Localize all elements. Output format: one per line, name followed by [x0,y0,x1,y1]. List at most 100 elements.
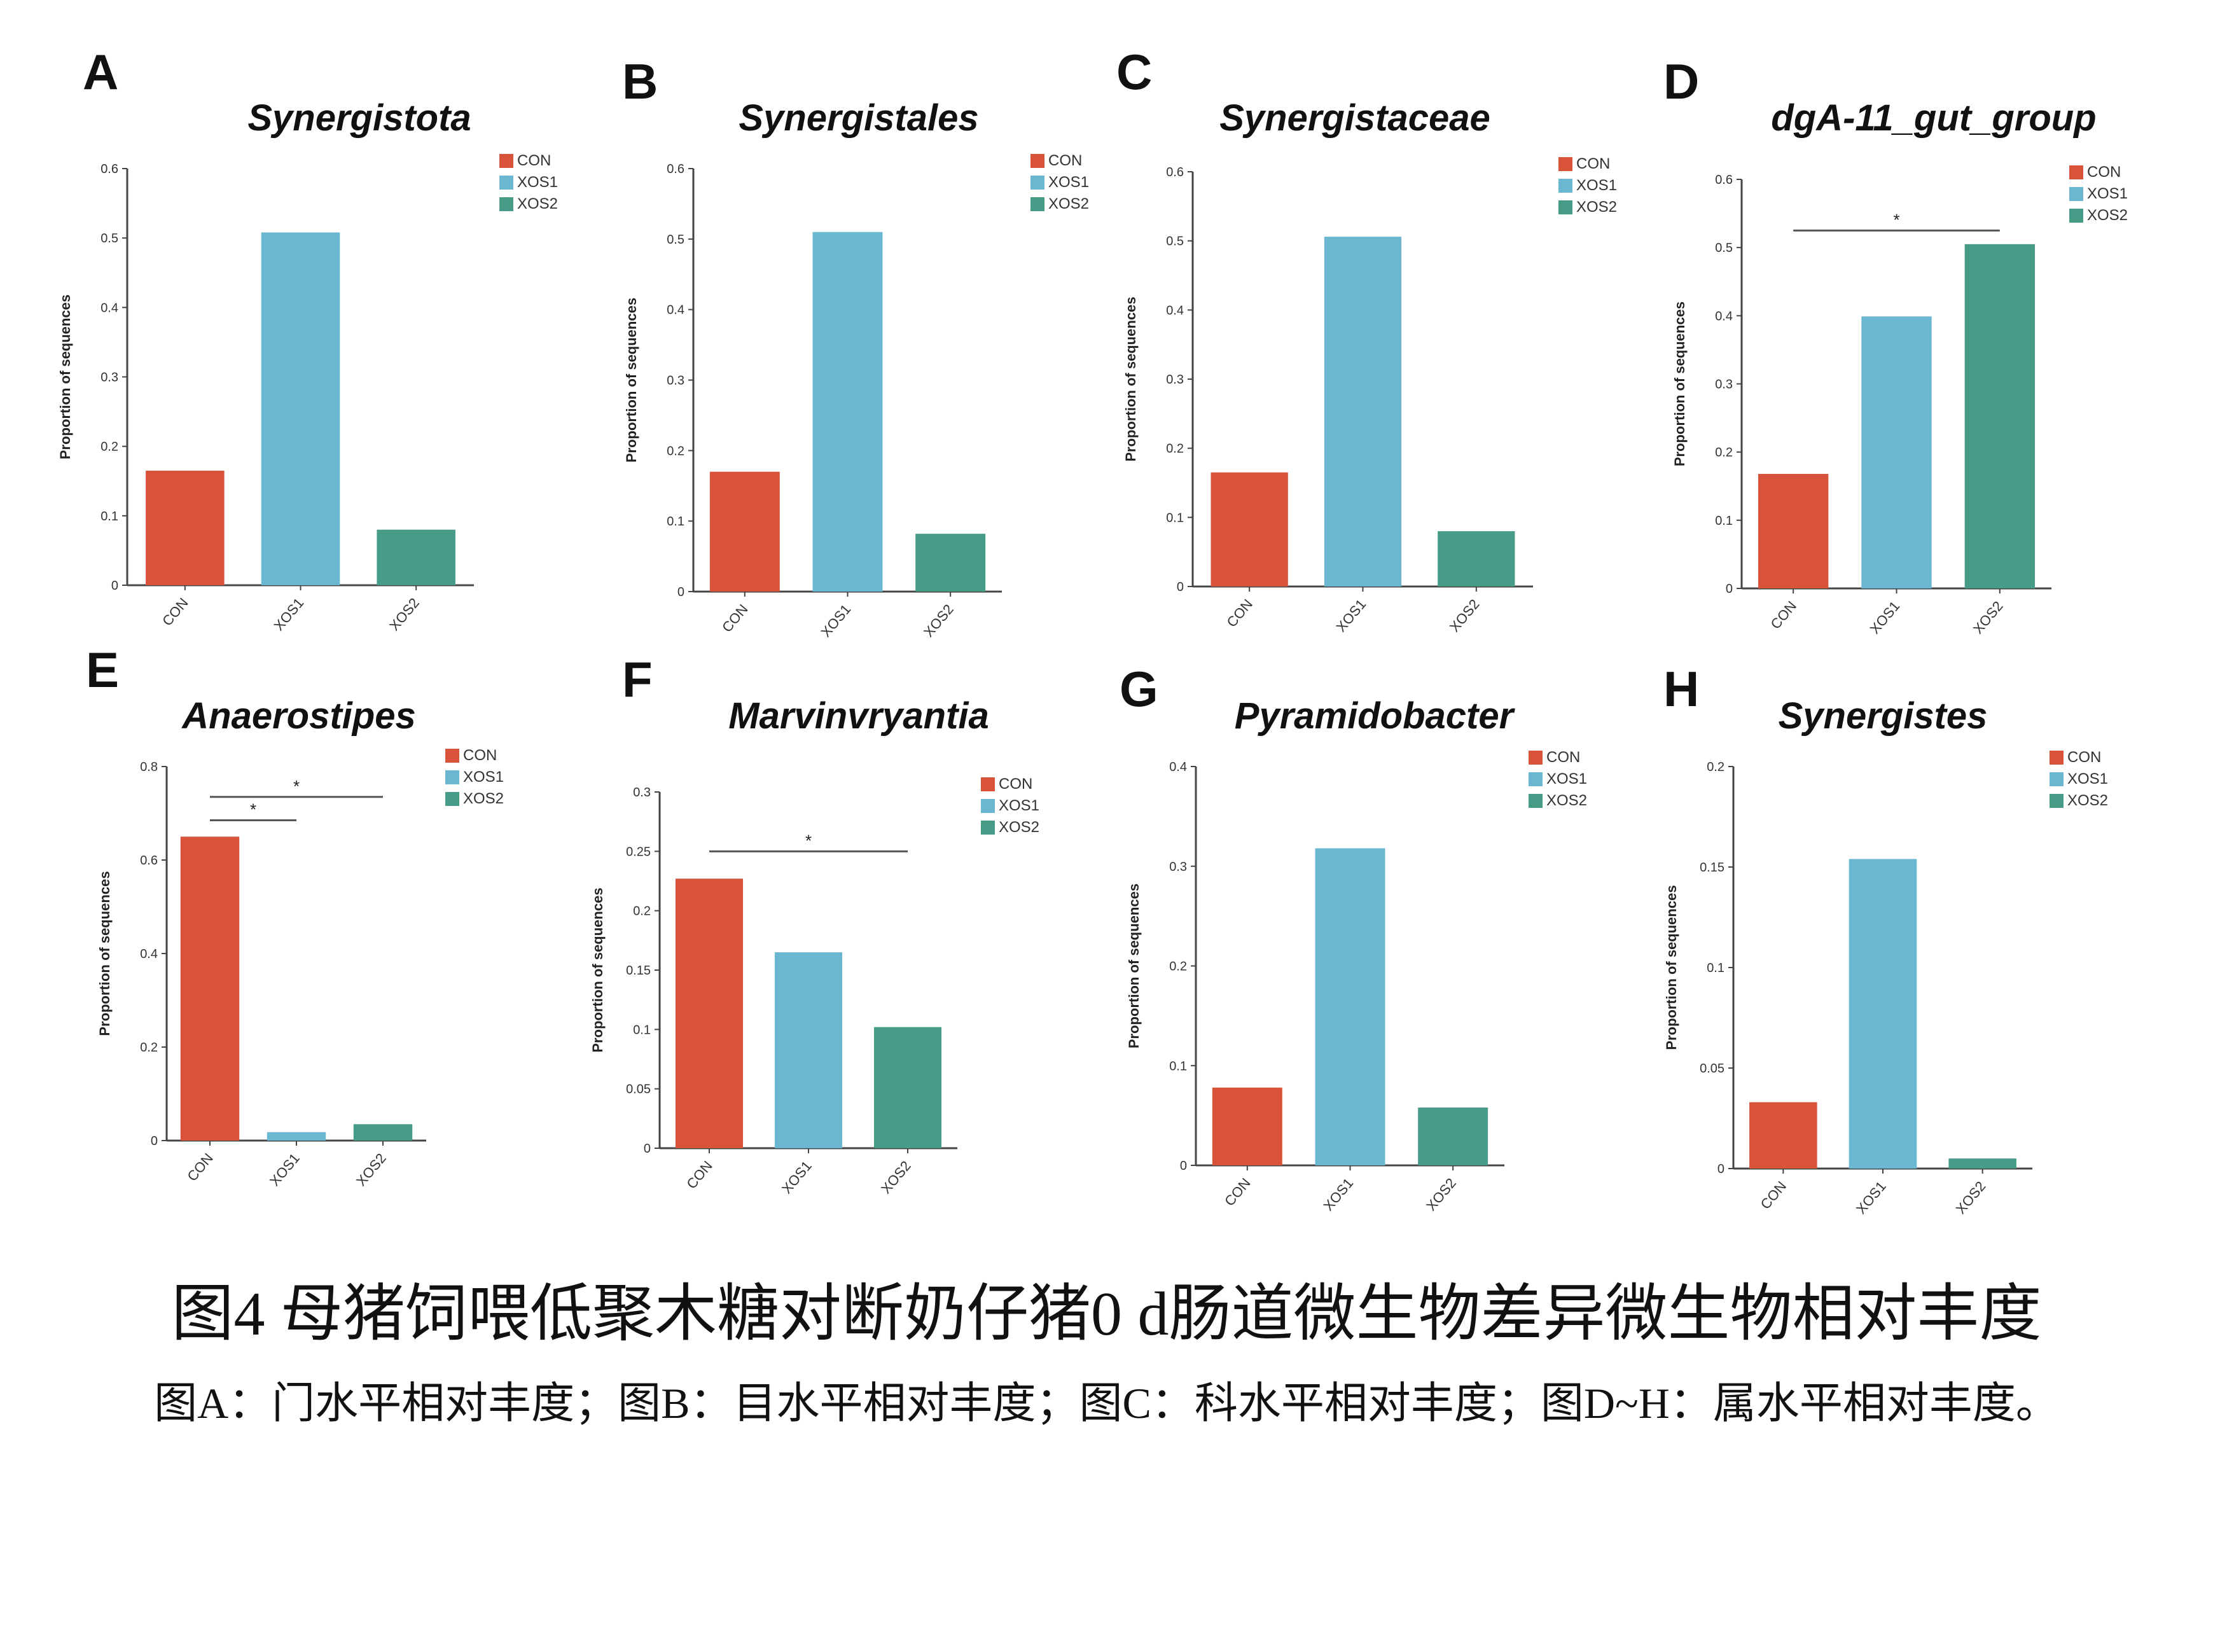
bar-xos2 [377,529,455,585]
y-tick-label: 0 [644,1142,651,1156]
chart-panel-b: B Synergistales 0 0.1 0.2 0.3 0.4 0.5 0.6 Proport… [622,53,1089,640]
bar-xos2 [1438,531,1515,587]
legend-label: XOS2 [1048,195,1089,212]
y-tick-label: 0.4 [101,301,118,315]
bar-xos1 [1861,316,1932,588]
y-tick-label: 0.15 [1700,861,1724,875]
x-tick-label: XOS1 [1866,598,1903,637]
y-tick-label: 0.1 [1169,1059,1187,1073]
x-tick-label: CON [683,1158,716,1192]
x-tick-label: XOS2 [1953,1178,1989,1217]
legend-label: CON [1546,749,1580,766]
chart-panel-g: G Pyramidobacter 0 0.1 0.2 0.3 0.4 Proportion o… [1120,661,1587,1214]
x-tick-label: CON [184,1150,216,1184]
x-tick-label: XOS2 [353,1150,389,1189]
panel-letter: A [83,44,118,100]
y-axis-label: Proportion of sequences [1663,885,1679,1050]
y-tick-label: 0.6 [1715,173,1733,187]
bar-con [709,471,780,592]
bar-xos2 [353,1124,413,1141]
figure-subcaption: 图A：门水平相对丰度；图B：目水平相对丰度；图C：科水平相对丰度；图D~H：属水… [154,1379,2059,1427]
panel-letter: C [1116,44,1152,100]
legend-swatch-xos2 [445,792,459,806]
y-tick-label: 0 [1717,1162,1724,1176]
legend-swatch-xos1 [499,176,513,190]
y-tick-label: 0.6 [101,162,118,176]
chart-title: Anaerostipes [181,695,415,737]
y-tick-label: 0.3 [1169,860,1187,874]
y-axis-label: Proportion of sequences [1672,302,1688,466]
y-tick-label: 0.1 [1715,514,1733,528]
legend-swatch-con [1529,751,1543,765]
legend-swatch-xos1 [1529,772,1543,786]
y-tick-label: 0.8 [140,760,158,774]
legend-label: XOS1 [2067,770,2108,788]
legend-swatch-xos2 [1529,794,1543,808]
y-tick-label: 0.05 [626,1083,651,1097]
x-tick-label: CON [1758,1178,1790,1212]
significance-star: * [1893,210,1899,229]
legend-label: CON [517,152,551,169]
y-tick-label: 0.3 [1166,373,1184,387]
chart-panel-h: H Synergistes 0 0.05 0.1 0.15 0.2 Proportion of… [1663,661,2108,1217]
y-tick-label: 0.2 [1715,446,1733,460]
panel-letter: G [1120,661,1158,717]
y-tick-label: 0.3 [101,371,118,385]
significance-star: * [805,831,812,850]
legend-label: CON [1048,152,1082,169]
legend-label: CON [999,775,1032,793]
legend-swatch-xos2 [1558,200,1572,214]
x-tick-label: XOS1 [267,1150,303,1189]
legend-label: CON [1576,155,1610,172]
y-tick-label: 0.2 [101,440,118,454]
legend-label: XOS1 [1576,177,1617,194]
chart-title: Synergistales [739,97,978,139]
chart-panel-f: F Marvinvryantia 0 0.05 0.1 0.15 0.2 0.25 0.3 Pro… [590,651,1039,1197]
x-tick-label: XOS1 [817,601,854,640]
bar-xos1 [812,232,883,592]
x-tick-label: XOS2 [920,601,957,640]
bar-con [1212,1087,1282,1165]
chart-title: Synergistes [1779,695,1988,737]
bar-con [1749,1102,1817,1169]
legend-swatch-xos1 [1558,179,1572,193]
bar-xos1 [1315,848,1385,1165]
legend-label: CON [2087,163,2121,181]
legend-swatch-xos1 [981,799,995,813]
y-tick-label: 0.2 [1707,760,1724,774]
panel-letter: B [622,53,658,109]
y-tick-label: 0.1 [667,515,684,529]
y-tick-label: 0.6 [667,162,684,176]
legend-label: XOS1 [2087,185,2128,202]
legend-swatch-con [445,749,459,763]
y-axis-label: Proportion of sequences [1123,296,1139,461]
legend-label: XOS2 [1546,792,1587,809]
bar-xos1 [267,1132,326,1141]
chart-title: dgA-11_gut_group [1771,97,2096,139]
y-tick-label: 0 [1180,1159,1187,1173]
y-tick-label: 0.1 [1707,961,1724,975]
bar-xos2 [873,1027,942,1148]
legend-label: XOS1 [517,174,558,191]
panel-letter: F [622,651,653,707]
bar-con [675,878,744,1148]
y-tick-label: 0.4 [140,947,158,961]
panel-letter: H [1663,661,1699,717]
legend-label: XOS2 [463,790,504,807]
legend-swatch-xos1 [2069,187,2083,201]
y-tick-label: 0.3 [1715,378,1733,392]
x-tick-label: XOS2 [878,1158,914,1197]
bar-xos1 [1324,237,1402,587]
bar-xos1 [774,952,843,1148]
significance-star: * [293,777,300,796]
chart-panel-a: A Synergistota 0 0.1 0.2 0.3 0.4 0.5 0.6 Proporti… [57,44,558,634]
y-axis-label: Proportion of sequences [57,295,73,459]
y-tick-label: 0.05 [1700,1062,1724,1076]
legend-label: CON [2067,749,2101,766]
y-tick-label: 0.5 [1166,235,1184,249]
legend-label: CON [463,747,497,764]
legend-label: XOS1 [999,797,1039,814]
chart-title: Marvinvryantia [728,695,989,737]
y-tick-label: 0.2 [1169,960,1187,974]
